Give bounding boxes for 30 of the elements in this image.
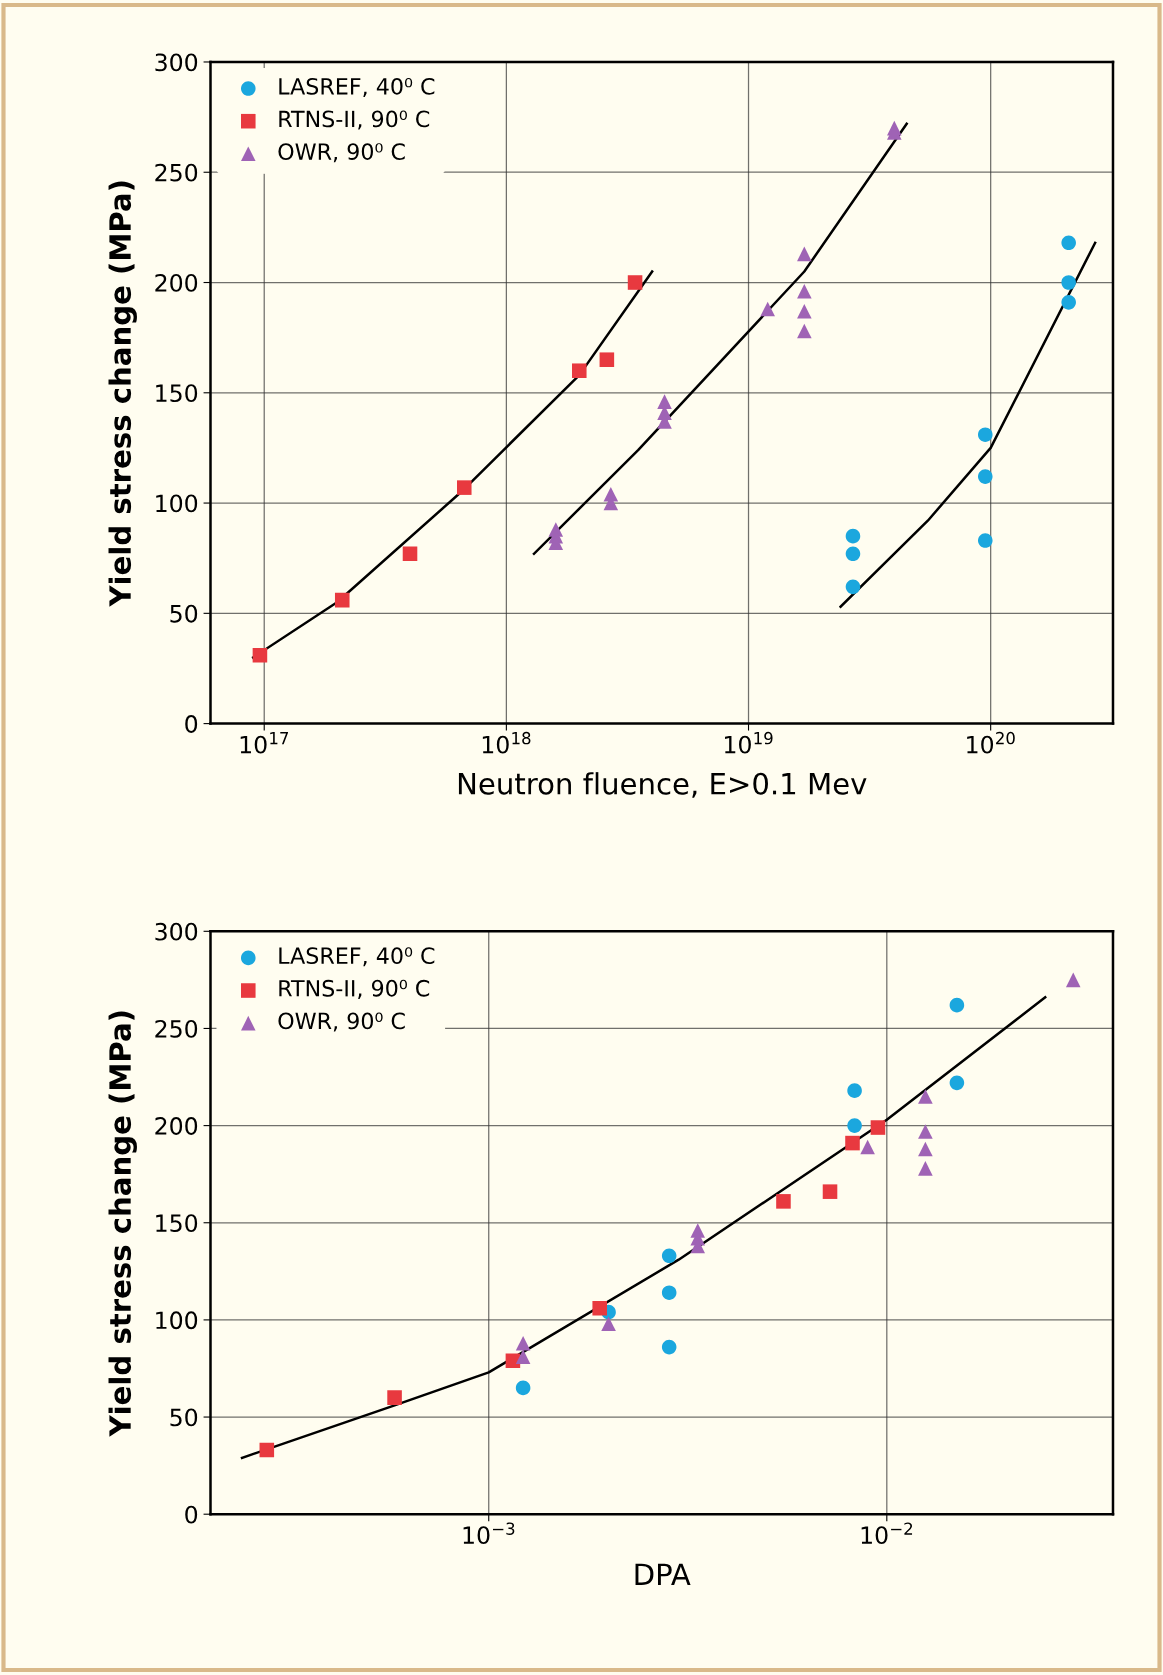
y-tick-label: 200 <box>155 1117 198 1135</box>
x-tick-label: 10$^{20}$ <box>967 731 1015 754</box>
x-tick-label: 10$^{18}$ <box>482 731 531 754</box>
y-tick-label: 300 <box>155 922 198 941</box>
y-tick-label: 200 <box>155 273 198 292</box>
x-tick-label: 10$^{−2}$ <box>861 1522 913 1545</box>
y-tick-label: 0 <box>185 1505 198 1524</box>
y-tick-label: 150 <box>156 384 198 403</box>
legend-label: LASREF, 40⁰ C <box>279 947 435 967</box>
legend-label: RTNS-II, 90⁰ C <box>279 979 430 999</box>
x-tick-label: 10$^{−3}$ <box>463 1522 515 1545</box>
y-axis-title: Yield stress change (MPa) <box>108 181 137 607</box>
y-tick-label: 100 <box>156 1311 198 1330</box>
x-axis-title: Neutron fluence, E>0.1 Mev <box>458 772 867 798</box>
y-tick-label: 100 <box>156 494 198 513</box>
y-tick-label: 300 <box>155 53 198 72</box>
legend-label: RTNS-II, 90⁰ C <box>279 110 430 130</box>
y-tick-label: 250 <box>155 163 198 182</box>
legend-label: OWR, 90⁰ C <box>278 143 405 163</box>
x-tick-label: 10$^{19}$ <box>725 731 773 754</box>
legend-label: OWR, 90⁰ C <box>278 1012 405 1032</box>
y-tick-label: 250 <box>155 1019 198 1038</box>
y-tick-label: 50 <box>170 1408 198 1427</box>
legend-label: LASREF, 40⁰ C <box>279 77 435 97</box>
y-tick-label: 150 <box>156 1214 198 1233</box>
y-tick-label: 50 <box>170 604 198 623</box>
y-axis-title: Yield stress change (MPa) <box>108 1011 137 1437</box>
y-tick-label: 0 <box>185 715 198 733</box>
x-tick-label: 10$^{17}$ <box>240 732 289 754</box>
x-axis-title: DPA <box>635 1563 691 1585</box>
